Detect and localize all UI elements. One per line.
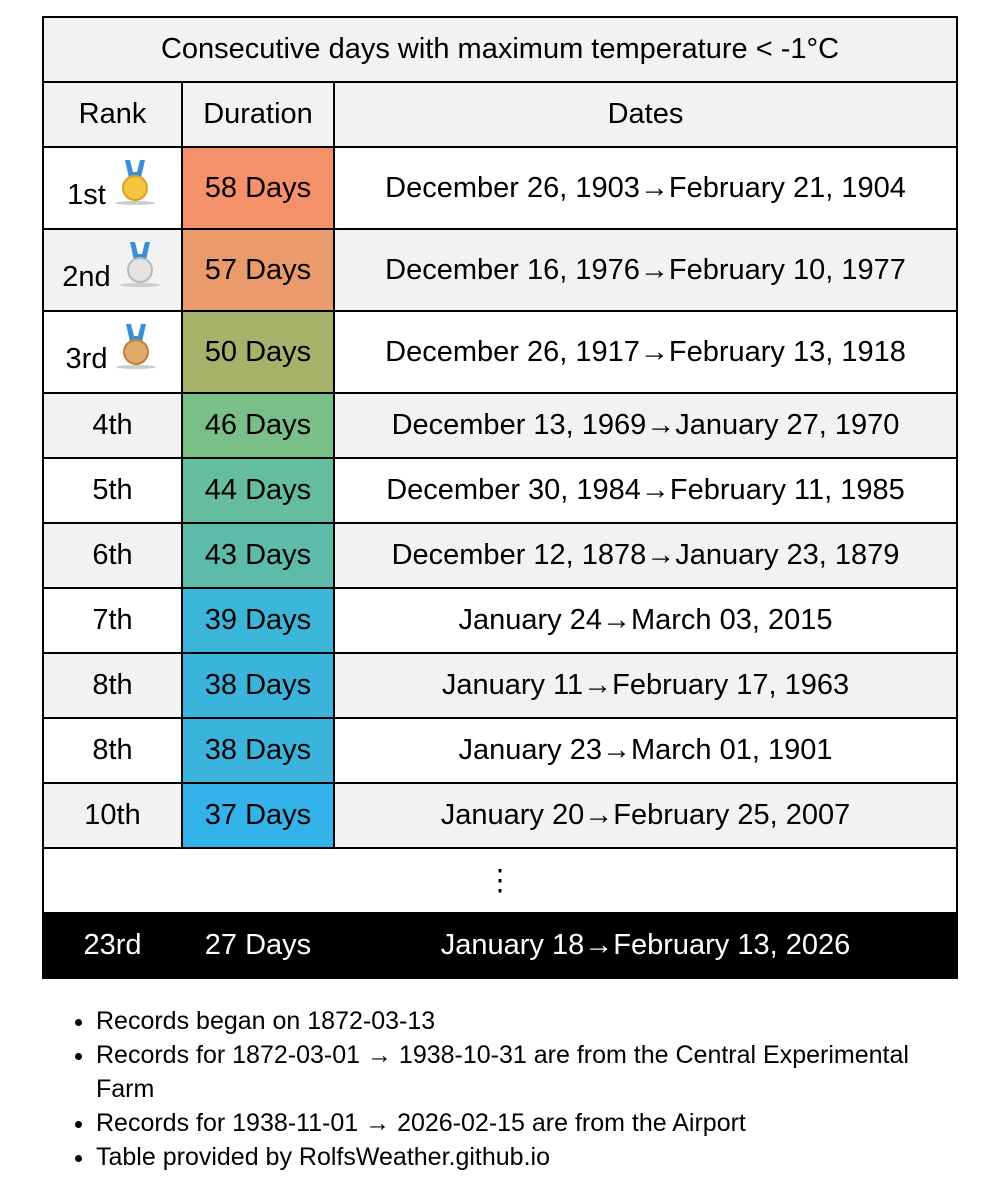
- duration: 37 Days: [181, 782, 335, 849]
- rank-cell: 3rd: [42, 310, 183, 394]
- rank: 6th: [92, 539, 133, 571]
- rank-cell: 5th: [42, 457, 183, 524]
- duration: 38 Days: [181, 717, 335, 784]
- current-dates: January 18→February 13, 2026: [333, 912, 958, 979]
- table-row: 4th 46 Days December 13, 1969→January 27, …: [42, 392, 958, 459]
- rank: 8th: [92, 669, 133, 701]
- rank: 1st: [67, 178, 106, 211]
- table-body: 1st 58 Days December 26, 1903→February 21…: [42, 146, 958, 849]
- medal-icon: [119, 242, 160, 287]
- medal-icon: [114, 160, 155, 205]
- note: Table provided by RolfsWeather.github.io: [96, 1140, 916, 1174]
- dates: January 11→February 17, 1963: [333, 652, 958, 719]
- table-row: 10th 37 Days January 20→February 25, 2007: [42, 782, 958, 849]
- rank-cell: 2nd: [42, 228, 183, 312]
- current-rank: 23rd: [42, 912, 183, 979]
- duration: 57 Days: [181, 228, 335, 312]
- duration: 50 Days: [181, 310, 335, 394]
- header-cell: Duration: [181, 81, 335, 148]
- duration: 43 Days: [181, 522, 335, 589]
- dates: December 12, 1878→January 23, 1879: [333, 522, 958, 589]
- table-title: Consecutive days with maximum temperatur…: [42, 16, 958, 83]
- duration: 58 Days: [181, 146, 335, 230]
- notes-list: Records began on 1872-03-13Records for 1…: [56, 1004, 916, 1174]
- duration: 44 Days: [181, 457, 335, 524]
- rank-cell: 8th: [42, 652, 183, 719]
- dates: January 24→March 03, 2015: [333, 587, 958, 654]
- table-row: 2nd 57 Days December 16, 1976→February 10…: [42, 228, 958, 312]
- current-duration: 27 Days: [181, 912, 335, 979]
- rank: 7th: [92, 604, 133, 636]
- dates: December 13, 1969→January 27, 1970: [333, 392, 958, 459]
- table-row: 8th 38 Days January 23→March 01, 1901: [42, 717, 958, 784]
- note: Records for 1938-11-01 → 2026-02-15 are …: [96, 1106, 916, 1140]
- dates: January 23→March 01, 1901: [333, 717, 958, 784]
- note: Records began on 1872-03-13: [96, 1004, 916, 1038]
- ellipsis: ⋮: [42, 847, 958, 914]
- table-row: 8th 38 Days January 11→February 17, 1963: [42, 652, 958, 719]
- table-row: 6th 43 Days December 12, 1878→January 23, …: [42, 522, 958, 589]
- table-row: 7th 39 Days January 24→March 03, 2015: [42, 587, 958, 654]
- rank-cell: 10th: [42, 782, 183, 849]
- header-cell: Rank: [42, 81, 183, 148]
- duration: 46 Days: [181, 392, 335, 459]
- medal-icon: [116, 324, 157, 369]
- rank-cell: 4th: [42, 392, 183, 459]
- rank: 5th: [92, 474, 133, 506]
- duration: 38 Days: [181, 652, 335, 719]
- dates: December 30, 1984→February 11, 1985: [333, 457, 958, 524]
- duration: 39 Days: [181, 587, 335, 654]
- rank-cell: 8th: [42, 717, 183, 784]
- dates: December 16, 1976→February 10, 1977: [333, 228, 958, 312]
- rank-cell: 7th: [42, 587, 183, 654]
- note: Records for 1872-03-01 → 1938-10-31 are …: [96, 1038, 916, 1106]
- rank-cell: 1st: [42, 146, 183, 230]
- header-cell: Dates: [333, 81, 958, 148]
- rank: 4th: [92, 409, 133, 441]
- rank: 10th: [84, 799, 141, 831]
- rank: 8th: [92, 734, 133, 766]
- rank: 3rd: [65, 342, 108, 375]
- records-table: Consecutive days with maximum temperatur…: [42, 16, 958, 979]
- table-row: 1st 58 Days December 26, 1903→February 21…: [42, 146, 958, 230]
- dates: December 26, 1917→February 13, 1918: [333, 310, 958, 394]
- dates: January 20→February 25, 2007: [333, 782, 958, 849]
- table-row: 3rd 50 Days December 26, 1917→February 13…: [42, 310, 958, 394]
- table-row: 5th 44 Days December 30, 1984→February 11,…: [42, 457, 958, 524]
- rank-cell: 6th: [42, 522, 183, 589]
- rank: 2nd: [62, 260, 111, 293]
- dates: December 26, 1903→February 21, 1904: [333, 146, 958, 230]
